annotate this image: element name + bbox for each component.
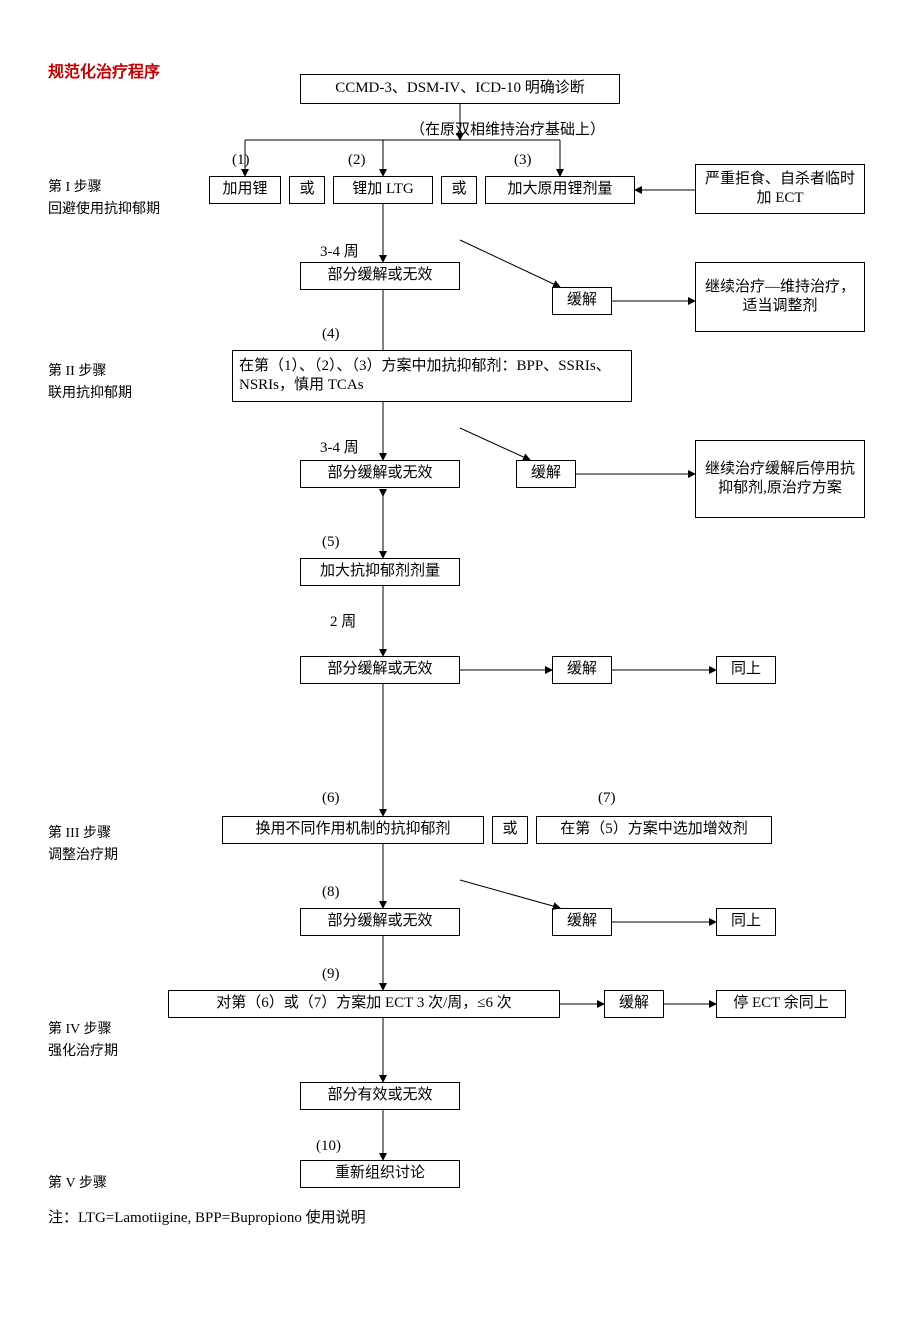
node-partial1: 部分缓解或无效 <box>300 262 460 290</box>
node-switch: 换用不同作用机制的抗抑郁剂 <box>222 816 484 844</box>
node-opt3: 加大原用锂剂量 <box>485 176 635 204</box>
footnote: 注：LTG=Lamotiigine, BPP=Bupropiono 使用说明 <box>48 1206 366 1227</box>
node-or1: 或 <box>289 176 325 204</box>
node-incAD: 加大抗抑郁剂剂量 <box>300 558 460 586</box>
node-rem1: 缓解 <box>552 287 612 315</box>
node-cont1: 继续治疗—维持治疗，适当调整剂 <box>695 262 865 332</box>
num-10: (10) <box>316 1138 341 1155</box>
step1-label-a: 第 I 步骤 <box>48 176 102 196</box>
step1-label-b: 回避使用抗抑郁期 <box>48 198 160 218</box>
step2-label-a: 第 II 步骤 <box>48 360 106 380</box>
node-rem5: 缓解 <box>604 990 664 1018</box>
node-basis: （在原双相维持治疗基础上） <box>410 118 605 139</box>
node-rem4: 缓解 <box>552 908 612 936</box>
num-1: (1) <box>232 152 250 169</box>
node-addAD: 在第（1）、（2）、（3）方案中加抗抑郁剂：BPP、SSRIs、NSRIs，慎用… <box>232 350 632 402</box>
node-stopect: 停 ECT 余同上 <box>716 990 846 1018</box>
num-7: (7) <box>598 790 616 807</box>
step5-label-a: 第 V 步骤 <box>48 1172 107 1192</box>
node-opt1: 加用锂 <box>209 176 281 204</box>
node-or3: 或 <box>492 816 528 844</box>
node-partial2: 部分缓解或无效 <box>300 460 460 488</box>
label-2weeks: 2 周 <box>330 610 356 631</box>
node-same3: 同上 <box>716 656 776 684</box>
node-opt2: 锂加 LTG <box>333 176 433 204</box>
node-cont2: 继续治疗缓解后停用抗抑郁剂,原治疗方案 <box>695 440 865 518</box>
step3-label-a: 第 III 步骤 <box>48 822 111 842</box>
node-partial3: 部分缓解或无效 <box>300 656 460 684</box>
label-34weeks-b: 3-4 周 <box>320 436 359 457</box>
node-same4: 同上 <box>716 908 776 936</box>
node-partial4: 部分缓解或无效 <box>300 908 460 936</box>
step4-label-a: 第 IV 步骤 <box>48 1018 112 1038</box>
num-3: (3) <box>514 152 532 169</box>
label-34weeks-a: 3-4 周 <box>320 240 359 261</box>
node-partial5: 部分有效或无效 <box>300 1082 460 1110</box>
node-ect: 严重拒食、自杀者临时加 ECT <box>695 164 865 214</box>
num-5: (5) <box>322 534 340 551</box>
num-9: (9) <box>322 966 340 983</box>
node-rem2: 缓解 <box>516 460 576 488</box>
num-2: (2) <box>348 152 366 169</box>
step4-label-b: 强化治疗期 <box>48 1040 118 1060</box>
node-ect2: 对第（6）或（7）方案加 ECT 3 次/周，≤6 次 <box>168 990 560 1018</box>
node-aug: 在第（5）方案中选加增效剂 <box>536 816 772 844</box>
num-4: (4) <box>322 326 340 343</box>
node-or2: 或 <box>441 176 477 204</box>
node-diagnosis: CCMD-3、DSM-IV、ICD-10 明确诊断 <box>300 74 620 104</box>
num-8: (8) <box>322 884 340 901</box>
node-rem3: 缓解 <box>552 656 612 684</box>
num-6: (6) <box>322 790 340 807</box>
step3-label-b: 调整治疗期 <box>48 844 118 864</box>
node-rediscuss: 重新组织讨论 <box>300 1160 460 1188</box>
step2-label-b: 联用抗抑郁期 <box>48 382 132 402</box>
page-title: 规范化治疗程序 <box>48 58 160 82</box>
